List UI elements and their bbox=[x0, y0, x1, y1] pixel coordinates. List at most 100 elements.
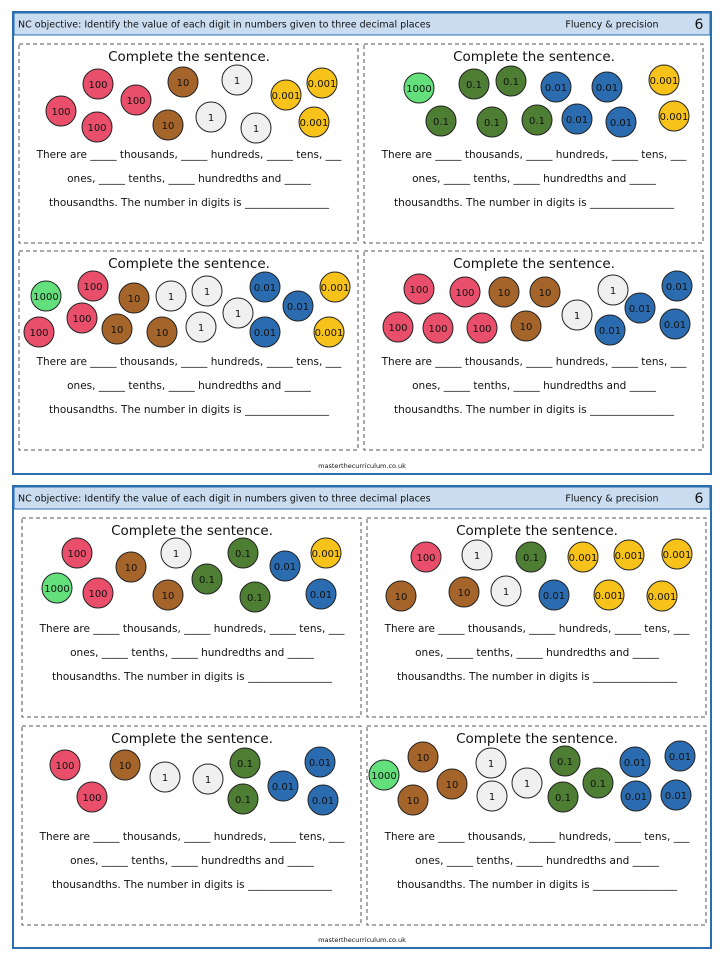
counter-label: 100 bbox=[55, 761, 74, 772]
sentence-line: ones, _____ tenths, _____ hundredths and… bbox=[412, 380, 657, 392]
counter bbox=[436, 768, 468, 800]
counter-label: 0.01 bbox=[599, 326, 621, 337]
counter bbox=[661, 270, 693, 302]
counter bbox=[449, 276, 481, 308]
counter-label: 1000 bbox=[44, 584, 69, 595]
counter bbox=[613, 539, 645, 571]
counter bbox=[304, 746, 336, 778]
panel-title: Complete the sentence. bbox=[456, 523, 618, 539]
counter-label: 0.01 bbox=[666, 282, 688, 293]
panel-title: Complete the sentence. bbox=[453, 256, 615, 272]
counter bbox=[397, 784, 429, 816]
counter-label: 0.001 bbox=[615, 551, 644, 562]
counter bbox=[597, 274, 629, 306]
counter-label: 0.001 bbox=[315, 328, 344, 339]
counter-label: 0.1 bbox=[503, 77, 519, 88]
counter-label: 1 bbox=[205, 775, 211, 786]
header-bar bbox=[13, 12, 711, 36]
counter bbox=[307, 784, 339, 816]
counter-label: 1 bbox=[168, 292, 174, 303]
counter-label: 10 bbox=[417, 753, 430, 764]
panel bbox=[363, 250, 704, 451]
counter-label: 0.01 bbox=[665, 791, 687, 802]
counter-label: 0.001 bbox=[660, 112, 689, 123]
counter bbox=[77, 270, 109, 302]
counter-label: 0.1 bbox=[555, 793, 571, 804]
counter bbox=[567, 541, 599, 573]
counter-label: 100 bbox=[428, 324, 447, 335]
counter-label: 0.01 bbox=[287, 302, 309, 313]
counter-label: 10 bbox=[162, 121, 175, 132]
counter-label: 100 bbox=[51, 107, 70, 118]
counter-label: 100 bbox=[409, 285, 428, 296]
counter-label: 0.001 bbox=[308, 79, 337, 90]
counter-label: 10 bbox=[177, 78, 190, 89]
counter bbox=[30, 280, 62, 312]
counter bbox=[407, 741, 439, 773]
counter bbox=[495, 65, 527, 97]
sentence-line: ones, _____ tenths, _____ hundredths and… bbox=[415, 855, 660, 867]
counter-label: 1000 bbox=[406, 84, 431, 95]
counter bbox=[624, 292, 656, 324]
counter bbox=[385, 580, 417, 612]
strand: Fluency & precision bbox=[565, 494, 658, 505]
counter bbox=[149, 761, 181, 793]
sentence-line: There are _____ thousands, _____ hundred… bbox=[384, 831, 691, 843]
sentence-line: thousandths. The number in digits is ___… bbox=[394, 197, 675, 209]
counter-label: 10 bbox=[539, 288, 552, 299]
counter bbox=[222, 297, 254, 329]
counter-label: 0.1 bbox=[523, 553, 539, 564]
counter-label: 0.01 bbox=[610, 118, 632, 129]
counter-label: 1 bbox=[503, 587, 509, 598]
counter-label: 0.01 bbox=[543, 591, 565, 602]
objective: NC objective: Identify the value of each… bbox=[18, 20, 431, 31]
counter-label: 100 bbox=[29, 328, 48, 339]
counter bbox=[269, 550, 301, 582]
counter bbox=[547, 781, 579, 813]
counter bbox=[461, 539, 493, 571]
counter bbox=[310, 537, 342, 569]
counter bbox=[529, 276, 561, 308]
counter bbox=[619, 746, 651, 778]
counter-label: 10 bbox=[498, 288, 511, 299]
counter bbox=[306, 67, 338, 99]
counter-label: 10 bbox=[119, 761, 132, 772]
counter-label: 10 bbox=[125, 563, 138, 574]
counter bbox=[448, 576, 480, 608]
counter-label: 0.001 bbox=[321, 283, 350, 294]
counter-label: 0.01 bbox=[566, 115, 588, 126]
objective: NC objective: Identify the value of each… bbox=[18, 494, 431, 505]
counter bbox=[515, 541, 547, 573]
counter-label: 100 bbox=[455, 288, 474, 299]
sentence-line: There are _____ thousands, _____ hundred… bbox=[381, 356, 688, 368]
sheet-number: 6 bbox=[695, 491, 704, 507]
counter-label: 100 bbox=[82, 793, 101, 804]
counter-label: 1 bbox=[204, 287, 210, 298]
panel-title: Complete the sentence. bbox=[456, 731, 618, 747]
counter-label: 0.1 bbox=[237, 759, 253, 770]
sentence-line: thousandths. The number in digits is ___… bbox=[49, 197, 330, 209]
counter-label: 0.01 bbox=[254, 283, 276, 294]
counter bbox=[475, 747, 507, 779]
panel bbox=[21, 517, 362, 718]
counter-label: 1 bbox=[610, 286, 616, 297]
counter-label: 0.1 bbox=[484, 118, 500, 129]
counter-label: 1 bbox=[574, 311, 580, 322]
counter-label: 1 bbox=[253, 124, 259, 135]
counter-label: 0.01 bbox=[310, 590, 332, 601]
counter bbox=[118, 282, 150, 314]
counter bbox=[267, 770, 299, 802]
sentence-line: There are _____ thousands, _____ hundred… bbox=[384, 623, 691, 635]
counter bbox=[382, 311, 414, 343]
counter-label: 1 bbox=[489, 792, 495, 803]
counter-label: 0.1 bbox=[235, 549, 251, 560]
counter bbox=[664, 740, 696, 772]
counter-label: 0.01 bbox=[624, 758, 646, 769]
panel-title: Complete the sentence. bbox=[108, 256, 270, 272]
counter bbox=[76, 781, 108, 813]
counter-label: 100 bbox=[87, 123, 106, 134]
panel bbox=[18, 43, 359, 244]
counter-label: 0.001 bbox=[663, 550, 692, 561]
counter-label: 0.001 bbox=[595, 591, 624, 602]
counter-label: 10 bbox=[520, 322, 533, 333]
